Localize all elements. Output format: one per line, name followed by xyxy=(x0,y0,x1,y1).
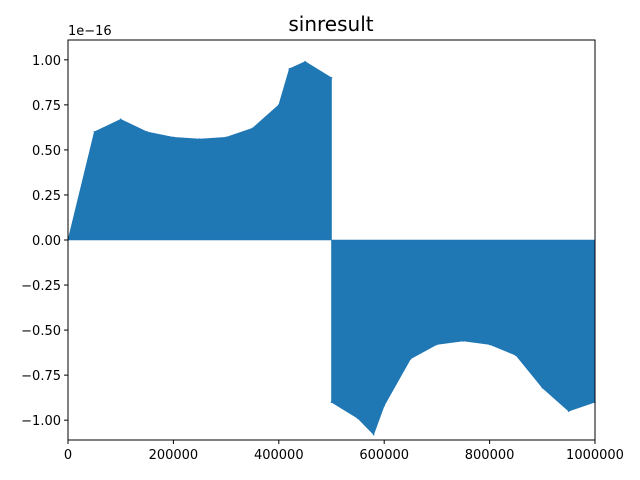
data-point xyxy=(488,343,491,346)
series-1-points xyxy=(67,61,332,241)
data-point xyxy=(278,104,280,106)
x-tick-label: 0 xyxy=(64,448,72,463)
y-tick-label: 0.75 xyxy=(32,99,61,114)
data-point xyxy=(304,60,306,63)
y-tick-label: 0.25 xyxy=(32,189,61,204)
data-point xyxy=(146,131,148,133)
data-point xyxy=(462,340,465,342)
y-tick-label: −1.00 xyxy=(21,414,61,429)
x-tick-label: 600000 xyxy=(359,448,409,463)
x-tick-label: 800000 xyxy=(465,448,515,463)
y-tick-label: −0.50 xyxy=(21,324,61,339)
data-point xyxy=(198,138,201,140)
data-point xyxy=(288,68,291,70)
data-point xyxy=(567,410,570,412)
data-point xyxy=(93,131,96,133)
data-point xyxy=(383,404,386,407)
y-tick-label: −0.25 xyxy=(21,279,61,294)
chart-title: sinresult xyxy=(288,12,373,36)
data-point xyxy=(541,386,544,389)
data-point xyxy=(436,343,438,346)
y-axis: 1.00 0.75 0.50 0.25 0.00 −0.25 −0.50 −0.75 −1.00 xyxy=(21,54,68,429)
data-point xyxy=(357,417,359,420)
data-layer xyxy=(67,60,596,436)
x-tick-label: 1000000 xyxy=(566,448,624,463)
data-point xyxy=(172,136,175,139)
data-point xyxy=(409,358,412,360)
x-axis: 0 200000 400000 600000 800000 1000000 xyxy=(64,440,624,463)
data-point xyxy=(372,433,375,436)
data-point xyxy=(251,127,254,130)
y-tick-label: 1.00 xyxy=(32,54,61,69)
x-tick-label: 200000 xyxy=(149,448,199,463)
data-point xyxy=(330,401,333,403)
data-point xyxy=(330,77,333,79)
x-tick-label: 400000 xyxy=(254,448,304,463)
data-point xyxy=(225,136,227,139)
data-point xyxy=(119,118,122,121)
y-tick-label: −0.75 xyxy=(21,369,61,384)
y-tick-label: 0.50 xyxy=(32,144,61,159)
data-point xyxy=(515,354,517,357)
y-offset-label: 1e−16 xyxy=(68,24,112,39)
y-tick-label: 0.00 xyxy=(32,234,61,249)
